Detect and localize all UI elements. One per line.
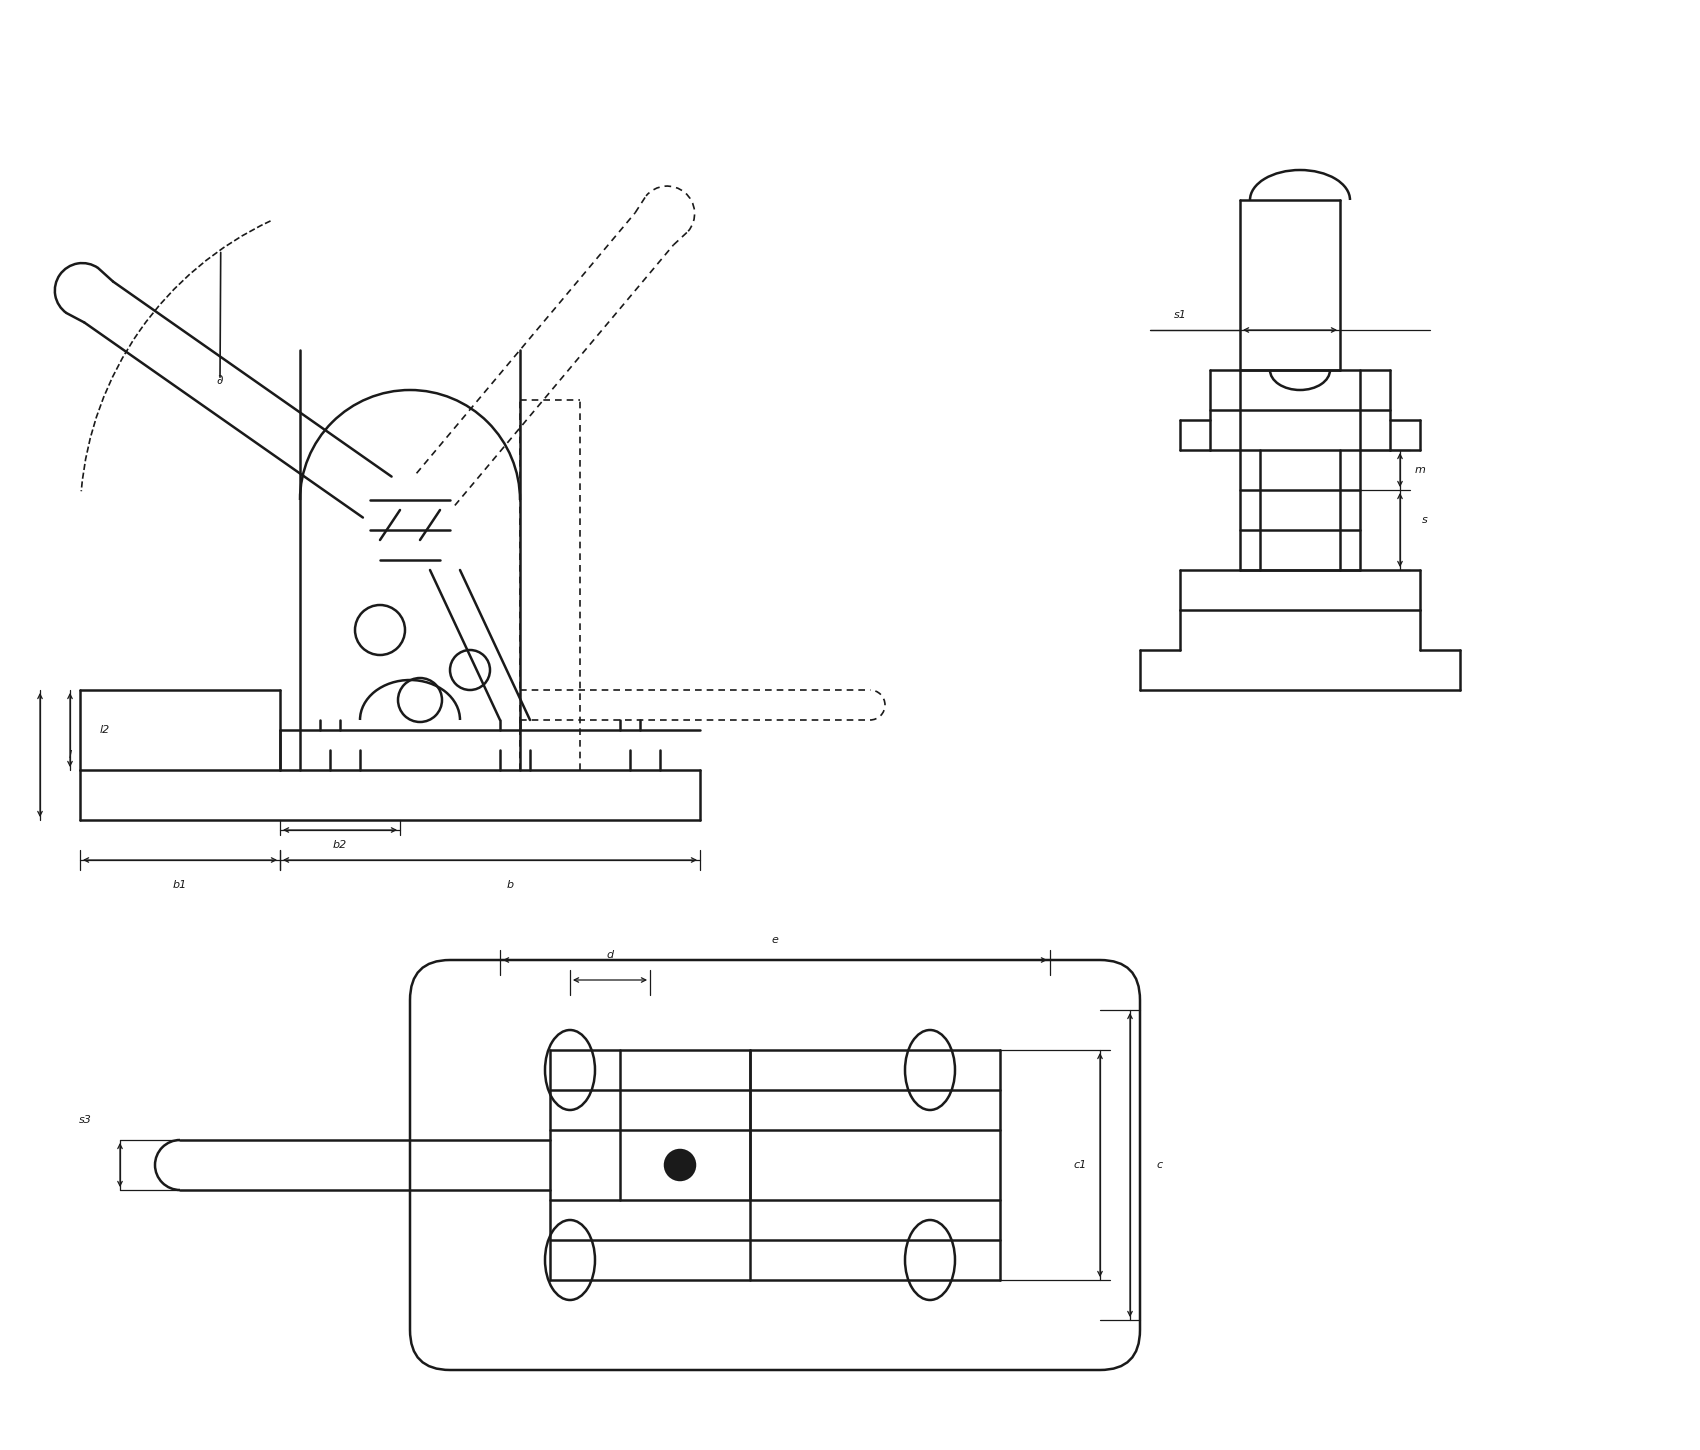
Text: s: s bbox=[1423, 515, 1428, 525]
Text: ∂: ∂ bbox=[218, 374, 223, 387]
Text: l: l bbox=[68, 750, 71, 760]
Text: c: c bbox=[1158, 1160, 1163, 1170]
Text: b1: b1 bbox=[173, 880, 187, 890]
Text: c1: c1 bbox=[1073, 1160, 1086, 1170]
Text: d: d bbox=[607, 950, 614, 960]
Text: b: b bbox=[507, 880, 513, 890]
Text: m: m bbox=[1414, 465, 1425, 476]
Text: s3: s3 bbox=[78, 1115, 92, 1125]
Circle shape bbox=[665, 1150, 695, 1180]
Text: b2: b2 bbox=[333, 840, 347, 850]
Text: e: e bbox=[772, 935, 779, 945]
Text: s1: s1 bbox=[1173, 310, 1187, 320]
Text: l2: l2 bbox=[100, 725, 110, 735]
